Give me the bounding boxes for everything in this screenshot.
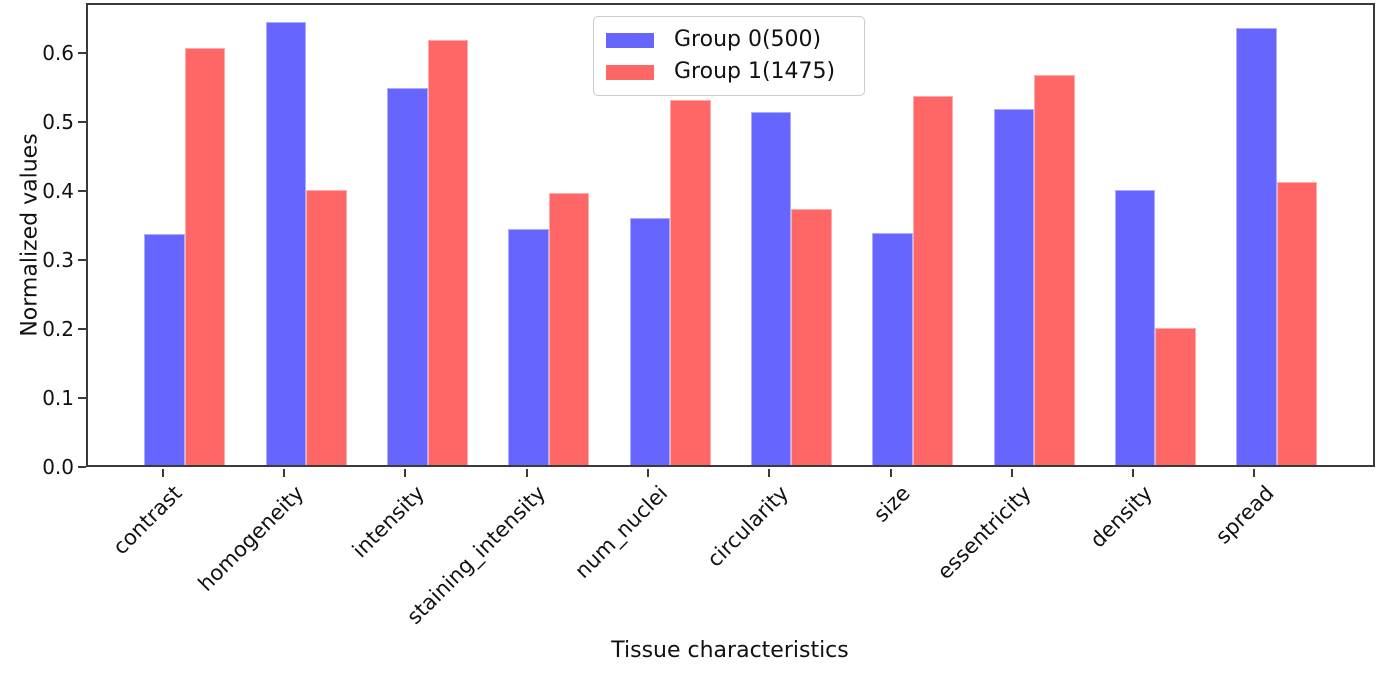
x-tick-mark-staining_intensity (525, 469, 528, 477)
x-tick-mark-circularity (768, 469, 771, 477)
bar-staining_intensity-series1 (548, 192, 590, 465)
y-tick-label-0.1: 0.1 (42, 385, 74, 410)
bar-spread-series0 (1236, 27, 1277, 465)
y-tick-mark-0.3 (78, 258, 86, 261)
y-tick-mark-0.5 (78, 120, 86, 123)
x-tick-label-circularity: circularity (702, 481, 794, 572)
x-tick-mark-num_nuclei (646, 469, 649, 477)
bar-size-series1 (912, 96, 954, 465)
x-axis-title: Tissue characteristics (611, 638, 849, 663)
x-tick-mark-contrast (161, 469, 164, 477)
bar-density-series1 (1155, 327, 1196, 465)
bar-size-series0 (872, 233, 913, 465)
x-tick-mark-size (889, 469, 892, 477)
y-tick-label-0.5: 0.5 (42, 109, 74, 134)
legend-entry-group1: Group 1(1475) (606, 58, 852, 86)
y-tick-mark-0.1 (78, 396, 86, 399)
x-tick-label-essentricity: essentricity (932, 481, 1036, 585)
x-tick-label-num_nuclei: num_nuclei (569, 481, 672, 584)
bar-circularity-series0 (750, 112, 792, 465)
legend: Group 0(500) Group 1(1475) (593, 16, 865, 96)
x-tick-mark-intensity (404, 469, 407, 477)
bar-staining_intensity-series0 (508, 228, 549, 465)
x-tick-label-homogeneity: homogeneity (193, 481, 308, 596)
x-tick-mark-homogeneity (283, 469, 285, 477)
y-tick-label-0.4: 0.4 (42, 178, 74, 203)
x-tick-mark-essentricity (1010, 469, 1013, 477)
legend-swatch-group0 (606, 32, 654, 48)
bar-num_nuclei-series1 (670, 99, 711, 465)
x-tick-mark-spread (1253, 469, 1256, 477)
bar-intensity-series1 (427, 40, 469, 465)
y-tick-mark-0.4 (78, 189, 86, 192)
y-tick-mark-0.0 (78, 466, 86, 468)
y-tick-label-0.0: 0.0 (42, 455, 74, 479)
y-tick-mark-0.6 (78, 51, 86, 54)
x-tick-label-spread: spread (1210, 481, 1279, 549)
x-tick-label-density: density (1085, 481, 1158, 553)
bar-homogeneity-series1 (306, 190, 347, 465)
bar-circularity-series1 (791, 208, 832, 465)
y-tick-label-0.2: 0.2 (42, 316, 74, 341)
bar-contrast-series0 (144, 233, 185, 465)
x-tick-label-contrast: contrast (108, 481, 187, 560)
bar-intensity-series0 (387, 88, 428, 465)
x-tick-mark-density (1132, 469, 1135, 477)
x-tick-label-staining_intensity: staining_intensity (402, 481, 551, 629)
y-tick-label-0.3: 0.3 (42, 247, 74, 272)
bar-contrast-series1 (184, 47, 226, 465)
legend-label-group1: Group 1(1475) (674, 59, 836, 84)
y-tick-label-0.6: 0.6 (42, 40, 74, 65)
y-axis-title: Normalized values (17, 133, 43, 337)
bar-homogeneity-series0 (265, 22, 307, 465)
legend-entry-group0: Group 0(500) (606, 26, 852, 54)
bar-density-series0 (1114, 189, 1156, 465)
legend-swatch-group1 (606, 64, 654, 80)
bar-num_nuclei-series0 (629, 217, 671, 465)
y-tick-mark-0.2 (78, 327, 86, 330)
x-tick-label-size: size (868, 481, 915, 527)
bar-essentricity-series1 (1034, 74, 1075, 465)
legend-label-group0: Group 0(500) (674, 27, 822, 52)
x-tick-label-intensity: intensity (347, 481, 430, 563)
bar-essentricity-series0 (993, 108, 1035, 465)
bar-spread-series1 (1276, 181, 1318, 465)
